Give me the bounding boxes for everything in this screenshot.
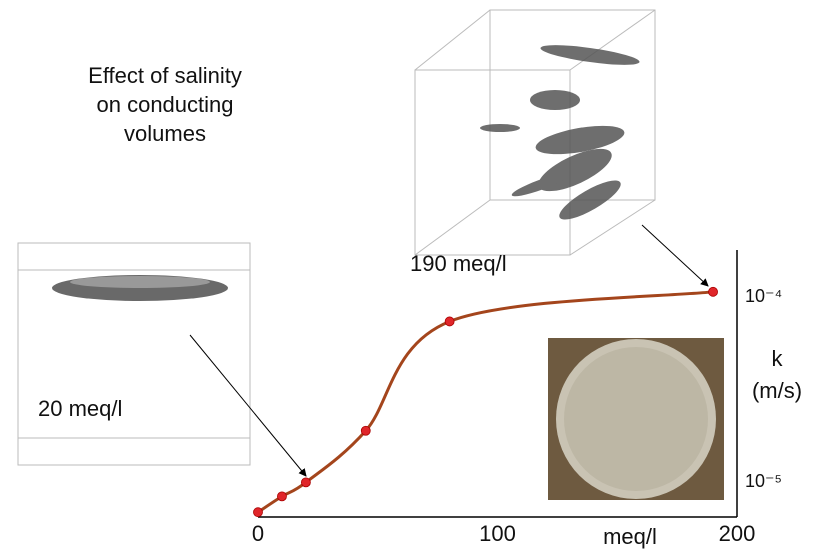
x-tick-label: 200 bbox=[719, 521, 756, 546]
render-190 bbox=[415, 10, 655, 255]
title-line: on conducting bbox=[97, 92, 234, 117]
y-tick-label: 10⁻⁴ bbox=[745, 286, 782, 306]
x-tick-label: 100 bbox=[479, 521, 516, 546]
data-point bbox=[254, 508, 263, 517]
arrow bbox=[190, 335, 306, 476]
y-label: k bbox=[772, 346, 784, 371]
title-line: volumes bbox=[124, 121, 206, 146]
render-20 bbox=[18, 243, 250, 465]
data-point bbox=[277, 492, 286, 501]
data-point bbox=[361, 426, 370, 435]
chart: Effect of salinity on conducting volumes bbox=[0, 0, 814, 549]
sample-photo bbox=[548, 338, 724, 500]
data-point bbox=[301, 478, 310, 487]
data-point bbox=[709, 287, 718, 296]
y-tick-label: 10⁻⁵ bbox=[745, 471, 782, 491]
arrow bbox=[642, 225, 708, 286]
page: {"chart_data": {"type": "line", "title":… bbox=[0, 0, 814, 549]
y-label: (m/s) bbox=[752, 378, 802, 403]
annotation: 20 meq/l bbox=[38, 396, 122, 421]
x-tick-label: 0 bbox=[252, 521, 264, 546]
annotation: 190 meq/l bbox=[410, 251, 507, 276]
x-label: meq/l bbox=[603, 524, 657, 549]
data-point bbox=[445, 317, 454, 326]
title-line: Effect of salinity bbox=[88, 63, 242, 88]
